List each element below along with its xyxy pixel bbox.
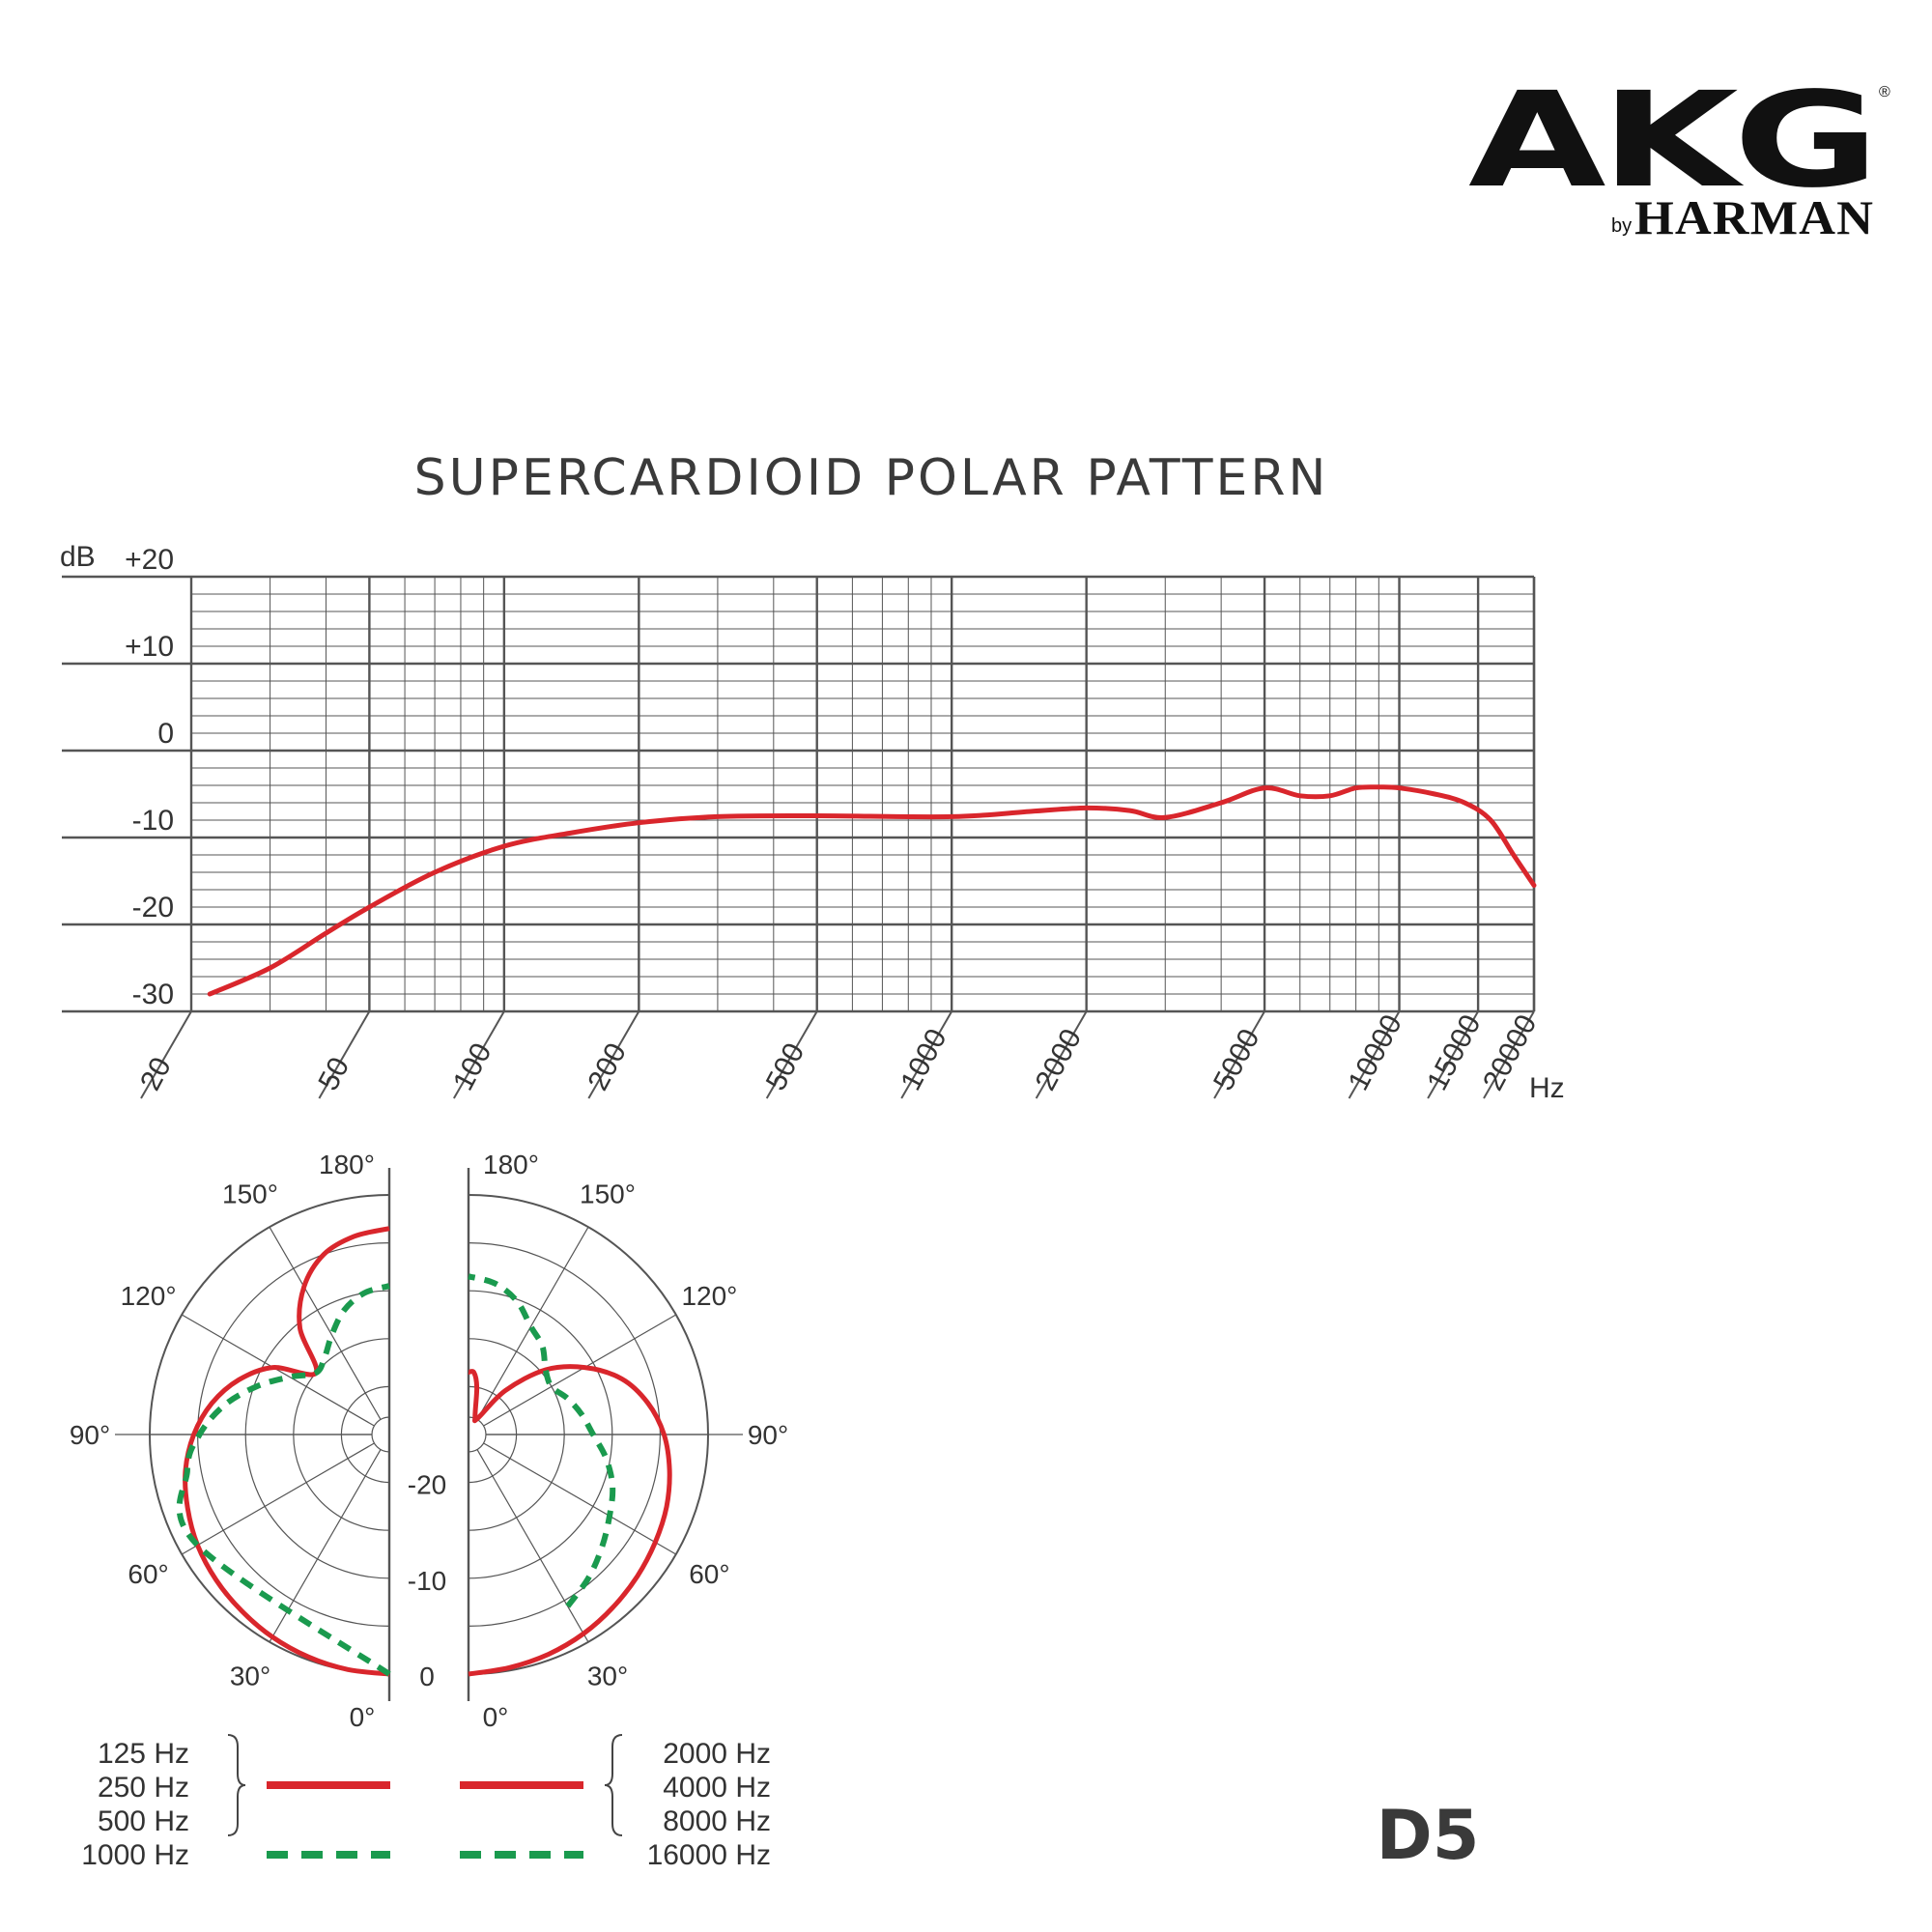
db-tick-label: +10 (125, 631, 174, 663)
polar-spoke (476, 1226, 589, 1420)
polar-curve-dashed (176, 1283, 391, 1677)
hz-tick-label: 50 (312, 1052, 355, 1095)
polar-angle-label: 150° (222, 1179, 278, 1209)
legend-right-dashed-label: 16000 Hz (647, 1839, 771, 1871)
frequency-grid (62, 575, 1536, 1013)
polar-angle-label: 30° (587, 1661, 628, 1690)
logo-registered-mark: ® (1879, 84, 1890, 100)
hz-tick-label: 2000 (1030, 1024, 1088, 1095)
response-curve (207, 784, 1537, 997)
legend-right-3: 8000 Hz (663, 1805, 771, 1837)
polar-angle-label: 180° (319, 1150, 375, 1179)
polar-spoke (483, 1442, 677, 1555)
db-tick-label: -20 (132, 892, 174, 923)
db-tick-label: 0 (157, 718, 174, 750)
polar-spoke (181, 1442, 375, 1555)
hz-tick-label: 500 (760, 1038, 811, 1096)
polar-angle-label: 60° (689, 1559, 729, 1589)
model-name: D5 (1377, 1796, 1480, 1875)
akg-logo: AKG ® by HARMAN (1468, 65, 1890, 244)
polar-angle-label: 0° (483, 1702, 509, 1732)
polar-angle-label: 60° (128, 1559, 168, 1589)
logo-harman-text: HARMAN (1634, 190, 1874, 244)
hz-tick-mark (1348, 1010, 1401, 1099)
polar-db-label: 0 (419, 1662, 435, 1691)
hz-tick-mark (452, 1010, 505, 1099)
hz-tick-label: 100 (447, 1038, 498, 1096)
legend-left-3: 500 Hz (98, 1805, 189, 1837)
polar-spoke (483, 1314, 677, 1427)
frequency-response-chart: +20 +10 0 -10 -20 -30 dB 20 50 100 200 500 1000 200… (60, 541, 1565, 1104)
legend: 125 Hz 250 Hz 500 Hz 1000 Hz 2000 Hz 400… (81, 1734, 771, 1871)
hz-tick-mark (765, 1010, 818, 1099)
polar-ring (468, 1416, 487, 1453)
hz-tick-label: 200 (582, 1038, 633, 1096)
db-unit-label: dB (60, 541, 96, 573)
polar-angle-label: 0° (350, 1702, 376, 1732)
polar-ring (371, 1416, 390, 1453)
polar-curve-dashed (468, 1273, 616, 1608)
polar-db-labels: 0 -10 -20 (408, 1470, 446, 1691)
polar-grid-right (467, 1168, 743, 1701)
hz-unit-label: Hz (1529, 1072, 1565, 1104)
db-tick-label: -30 (132, 979, 174, 1010)
hz-tick-mark (900, 1010, 953, 1099)
polar-angle-label: 150° (580, 1179, 636, 1209)
legend-left-1: 125 Hz (98, 1738, 189, 1770)
polar-db-label: -20 (408, 1470, 446, 1500)
hz-tick-label: 1000 (895, 1024, 952, 1095)
polar-angle-label: 30° (230, 1661, 270, 1690)
hz-tick-mark (318, 1010, 371, 1099)
hz-tick-mark (1213, 1010, 1265, 1099)
polar-angle-label: 120° (121, 1281, 177, 1311)
polar-angle-labels: 0° 0° 30° 30° 60° 60° 90° 90° 120° 120° 150° 150° 18… (70, 1150, 788, 1732)
chart-title: SUPERCARDIOID POLAR PATTERN (414, 449, 1329, 507)
db-tick-label: -10 (132, 805, 174, 837)
hz-tick-label: 20 (134, 1052, 178, 1095)
logo-akg-text: AKG (1468, 65, 1874, 217)
db-axis-labels: +20 +10 0 -10 -20 -30 (125, 544, 174, 1010)
polar-spoke (476, 1449, 589, 1643)
hz-tick-label: 10000 (1343, 1009, 1408, 1095)
polar-spoke (181, 1314, 375, 1427)
polar-curves (176, 1226, 672, 1677)
hz-tick-label: 15000 (1421, 1009, 1487, 1095)
hz-tick-label: 5000 (1208, 1024, 1265, 1095)
hz-tick-mark (140, 1010, 192, 1099)
polar-spoke (269, 1449, 382, 1643)
polar-angle-label: 180° (483, 1150, 539, 1179)
polar-curve-solid (183, 1226, 390, 1677)
legend-left-brace (227, 1734, 246, 1836)
polar-pattern-chart: 0° 0° 30° 30° 60° 60° 90° 90° 120° 120° 150° 150° 18… (70, 1150, 788, 1732)
legend-left-2: 250 Hz (98, 1772, 189, 1804)
legend-right-2: 4000 Hz (663, 1772, 771, 1804)
polar-angle-label: 90° (70, 1420, 110, 1450)
polar-curve-solid (468, 1364, 672, 1677)
logo-by-text: by (1611, 215, 1632, 237)
polar-db-label: -10 (408, 1566, 446, 1596)
legend-left-dashed-label: 1000 Hz (81, 1839, 189, 1871)
hz-tick-mark (1427, 1010, 1479, 1099)
polar-angle-label: 90° (748, 1420, 788, 1450)
polar-spoke (269, 1226, 382, 1420)
db-tick-label: +20 (125, 544, 174, 576)
hz-tick-mark (1035, 1010, 1088, 1099)
hz-tick-mark (587, 1010, 640, 1099)
hz-tick-mark (1483, 1010, 1535, 1099)
polar-angle-label: 120° (681, 1281, 737, 1311)
legend-right-brace (604, 1734, 623, 1836)
legend-right-1: 2000 Hz (663, 1738, 771, 1770)
